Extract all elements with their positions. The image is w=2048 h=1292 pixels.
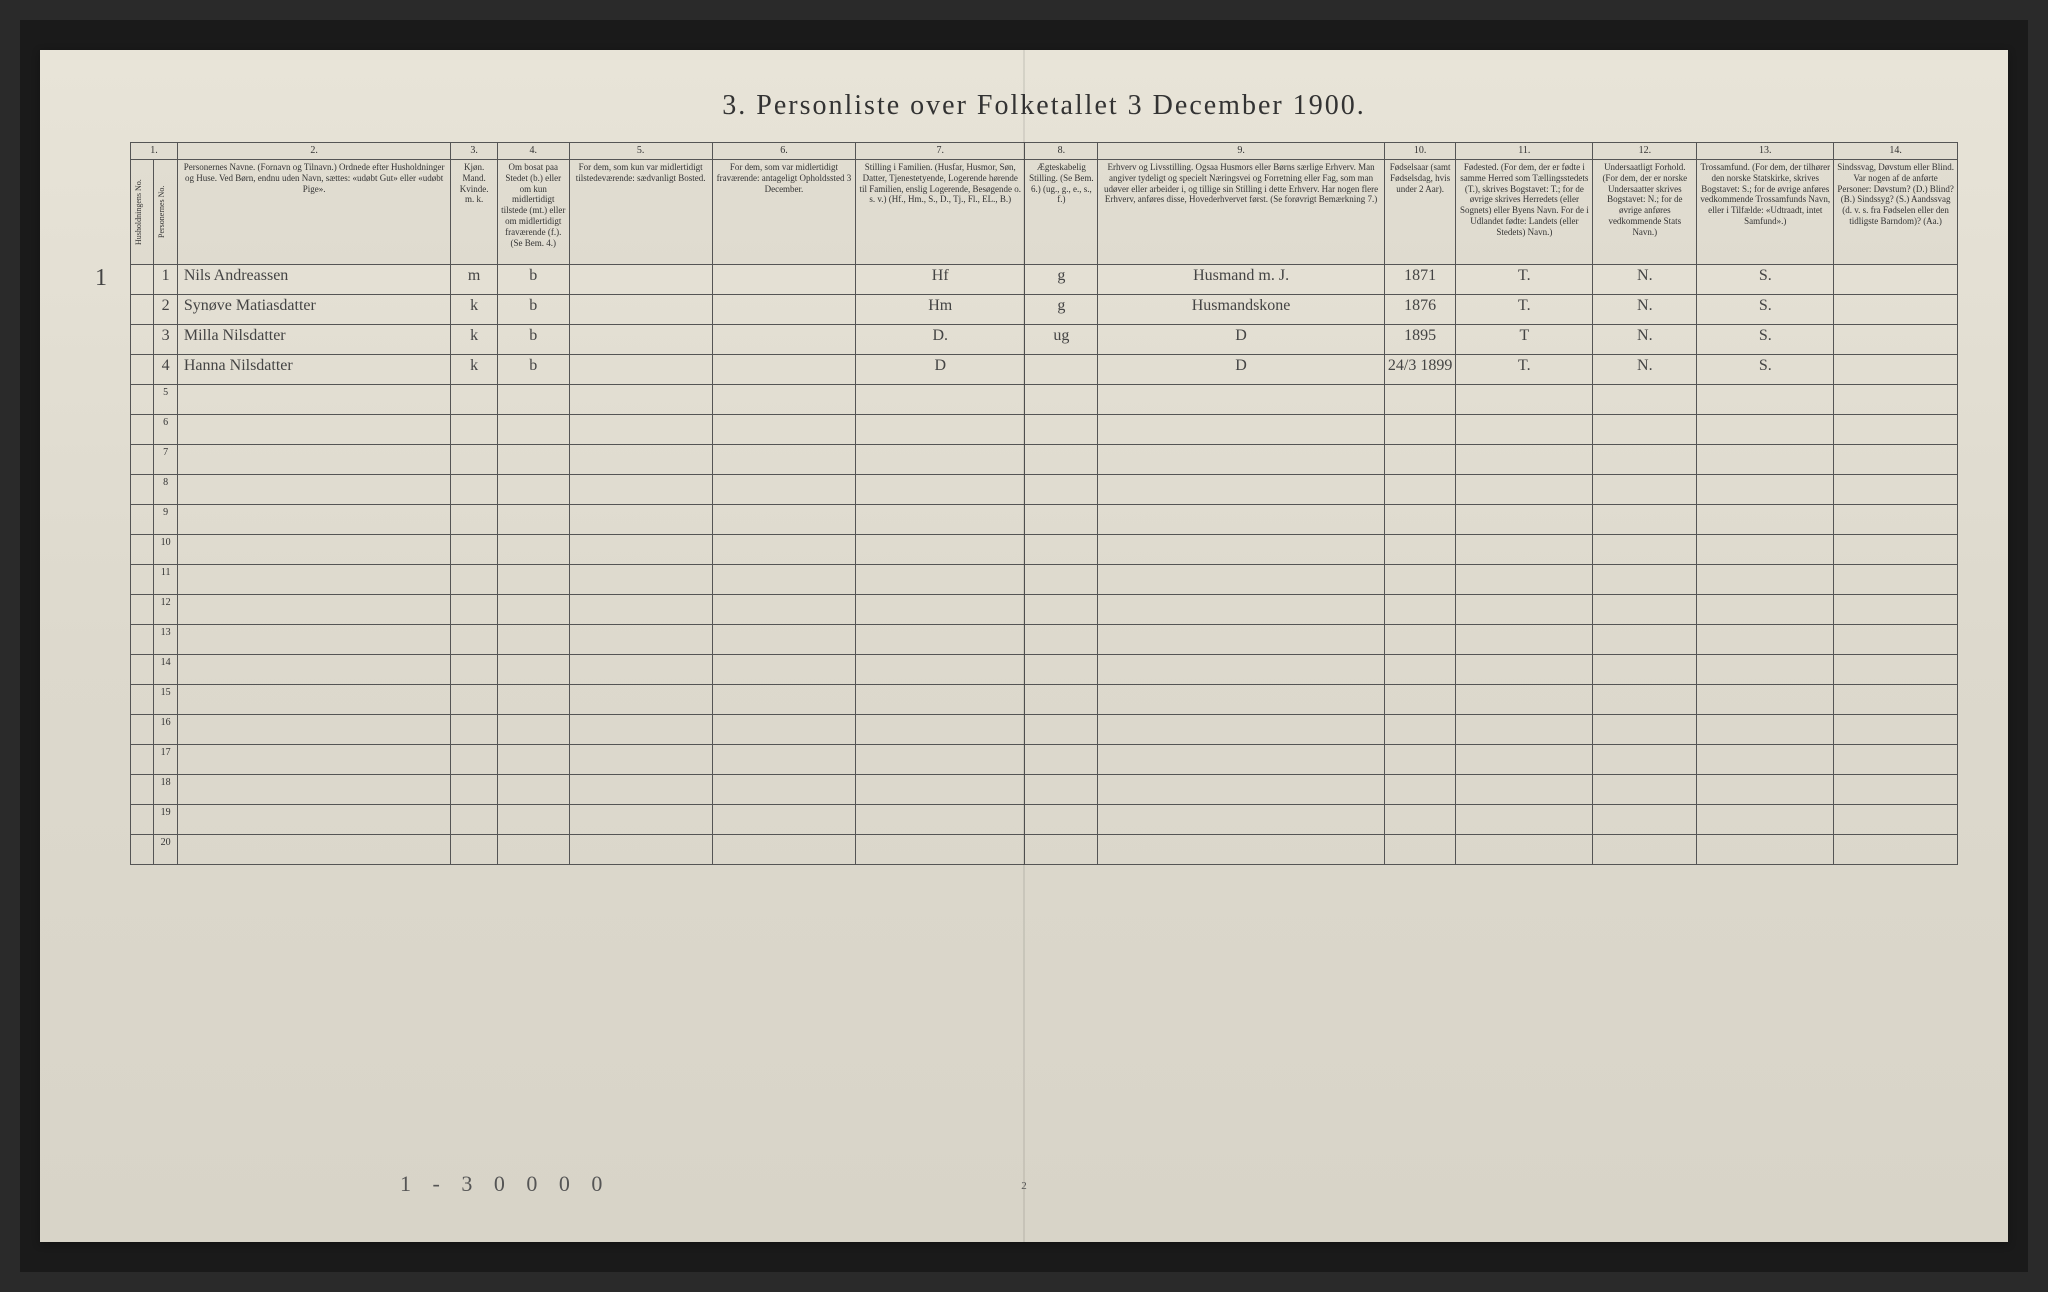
table-row: 16: [131, 715, 1958, 745]
table-body: 1Nils AndreassenmbHfgHusmand m. J.1871T.…: [131, 265, 1958, 865]
column-number-row: 1.2.3.4.5.6.7.8.9.10.11.12.13.14.: [131, 143, 1958, 160]
table-row: 1Nils AndreassenmbHfgHusmand m. J.1871T.…: [131, 265, 1958, 295]
table-row: 10: [131, 535, 1958, 565]
page-title: 3. Personliste over Folketallet 3 Decemb…: [130, 90, 1958, 122]
table-row: 20: [131, 835, 1958, 865]
table-row: 4Hanna NilsdatterkbDD24/3 1899T.N.S.: [131, 355, 1958, 385]
table-row: 5: [131, 385, 1958, 415]
table-row: 9: [131, 505, 1958, 535]
table-row: 6: [131, 415, 1958, 445]
scan-background: 3. Personliste over Folketallet 3 Decemb…: [20, 20, 2028, 1272]
table-row: 3Milla NilsdatterkbD.ugD1895TN.S.: [131, 325, 1958, 355]
table-row: 15: [131, 685, 1958, 715]
book-spine: [1023, 50, 1025, 1242]
table-row: 12: [131, 595, 1958, 625]
census-table: 1.2.3.4.5.6.7.8.9.10.11.12.13.14. Hushol…: [130, 142, 1958, 865]
table-row: 7: [131, 445, 1958, 475]
table-row: 13: [131, 625, 1958, 655]
table-row: 2Synøve MatiasdatterkbHmgHusmandskone187…: [131, 295, 1958, 325]
column-header-row: Husholdningens No.Personernes No.Persone…: [131, 160, 1958, 265]
page-number: 2: [1021, 1180, 1027, 1192]
document-page: 3. Personliste over Folketallet 3 Decemb…: [40, 50, 2008, 1242]
bottom-annotation: 1 - 3 0 0 0 0: [400, 1171, 610, 1197]
table-row: 19: [131, 805, 1958, 835]
table-row: 14: [131, 655, 1958, 685]
table-row: 11: [131, 565, 1958, 595]
table-row: 18: [131, 775, 1958, 805]
table-row: 17: [131, 745, 1958, 775]
table-row: 8: [131, 475, 1958, 505]
